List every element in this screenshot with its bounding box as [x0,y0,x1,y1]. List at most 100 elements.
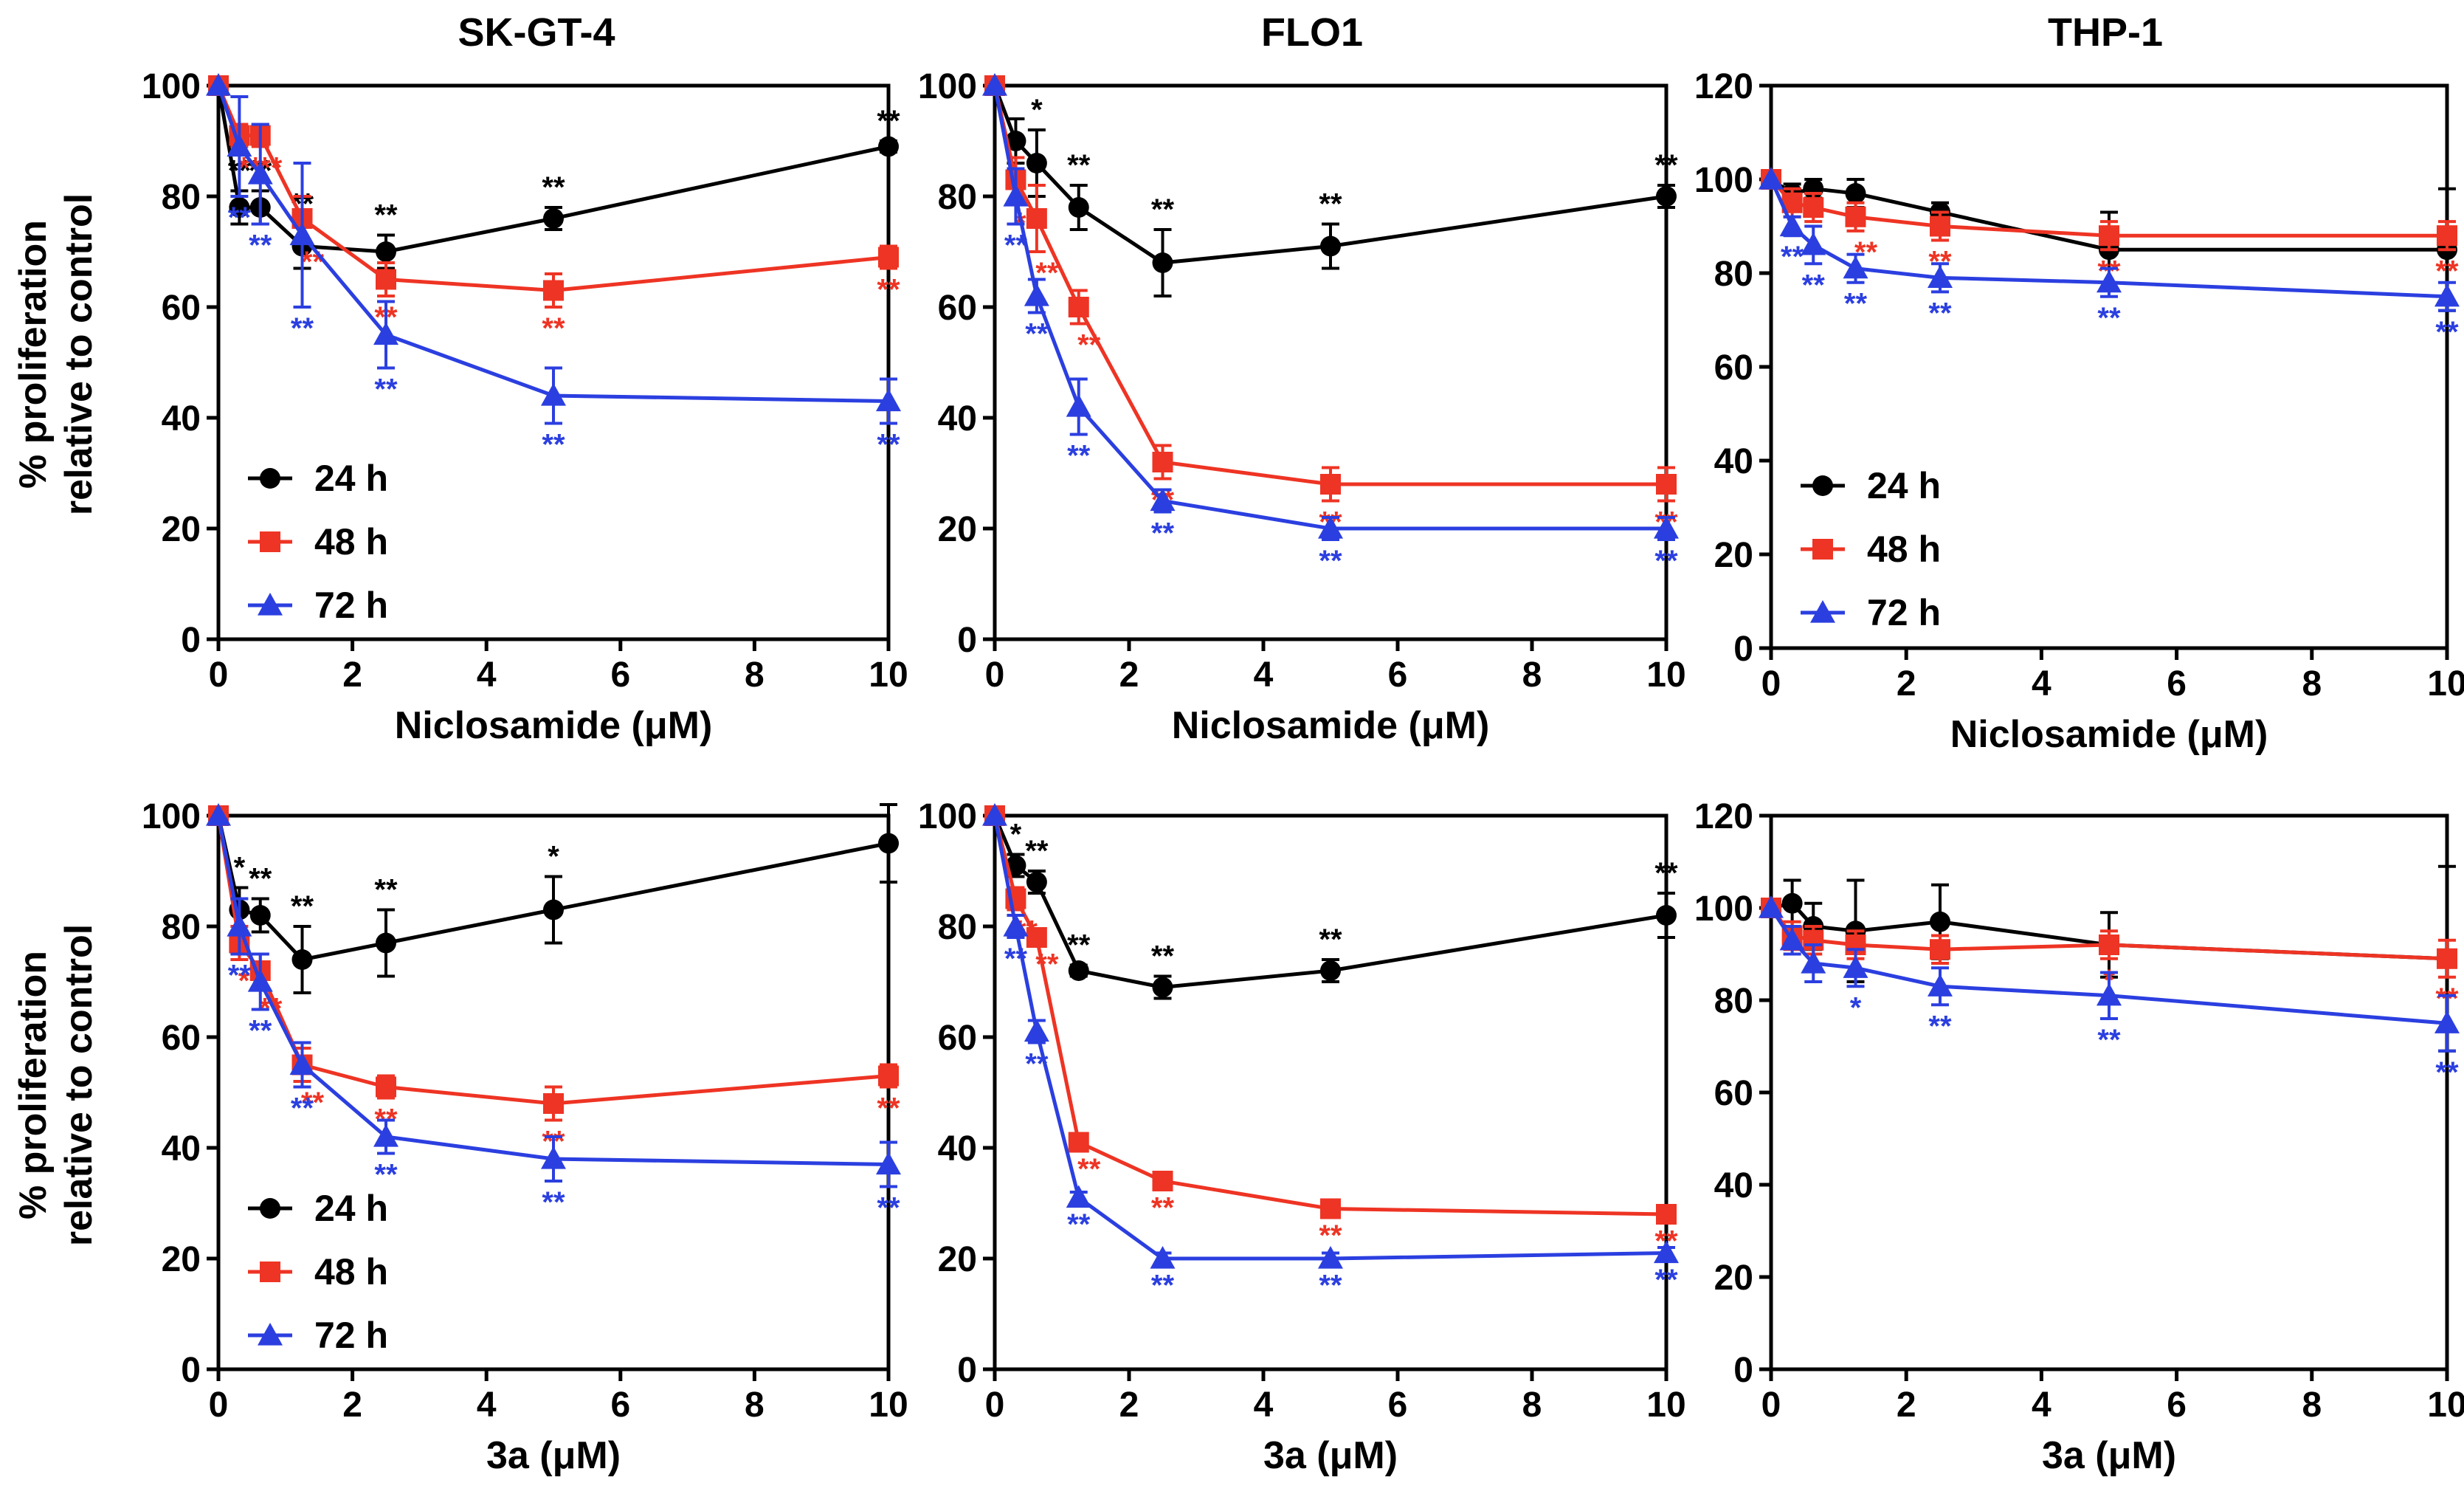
x-tick-label: 6 [610,1386,630,1425]
data-point [1843,955,1868,978]
significance-label: ** [1067,1208,1091,1241]
significance-label: ** [1025,1048,1049,1081]
data-point [1779,213,1805,237]
x-axis-label: Niclosamide (μM) [1950,713,2268,756]
data-point [1779,927,1805,951]
series-72h: *** **** [1759,895,2460,1089]
significance-label: ** [877,429,900,461]
y-tick-label: 100 [142,797,201,836]
data-point [1801,232,1826,255]
significance-label: ** [1035,949,1059,981]
plot-frame [993,813,1668,1371]
y-tick-label: 40 [162,1129,201,1168]
x-tick-label: 0 [1761,664,1781,703]
series-line [216,85,889,403]
data-point [1026,872,1047,892]
x-tick-label: 8 [2302,664,2322,703]
data-point [1003,184,1029,207]
data-point [543,1093,564,1114]
significance-label: ** [374,1159,398,1191]
data-point [291,949,313,970]
significance-label: ** [2097,302,2121,334]
data-point [878,1065,899,1087]
data-point [1759,895,1784,918]
significance-label: ** [1844,288,1868,320]
data-point [2437,948,2457,969]
legend-label: 24 h [314,1188,388,1229]
legend-marker [258,1323,283,1346]
data-point [1656,905,1677,926]
significance-label: ** [249,863,272,895]
significance-label: ** [542,1186,565,1219]
y-axis-label-bottom-line2: relative to control [58,924,100,1246]
data-point [373,1124,398,1147]
data-point [1024,1019,1049,1042]
data-point [2099,225,2119,247]
data-point [2437,225,2457,247]
y-tick-label: 100 [1694,161,1753,200]
y-tick-label: 20 [162,510,201,549]
data-point [1152,1171,1173,1191]
x-tick-label: 0 [209,1386,229,1425]
significance-label: ** [1067,440,1091,472]
legend-label: 48 h [314,1251,388,1293]
legend-label: 72 h [314,585,388,626]
data-point [876,1152,901,1175]
y-tick-label: 100 [918,67,977,106]
y-tick-label: 0 [957,1351,977,1390]
column-title-skgt4: SK-GT-4 [458,10,615,55]
legend-label: 24 h [1867,465,1941,506]
significance-label: ** [228,960,252,992]
series-line [993,815,1667,1261]
legend-marker [1810,600,1835,623]
data-point [1843,255,1868,279]
data-point [227,914,252,937]
significance-label: ** [2097,1024,2121,1056]
significance-label: ** [2435,316,2459,348]
data-point [1781,892,1803,914]
plot-frame [216,83,891,641]
y-tick-label: 40 [938,1129,977,1168]
significance-label: ** [1067,149,1091,182]
legend-marker [258,593,283,616]
data-point [1320,1198,1341,1219]
data-point [1930,216,1950,237]
data-point [1152,977,1173,998]
significance-label: ** [228,202,252,234]
significance-label: ** [877,1192,900,1225]
significance-label: ** [542,171,565,204]
y-tick-label: 20 [938,510,977,549]
data-point [878,136,899,157]
y-tick-label: 60 [162,1019,201,1058]
legend-label: 24 h [314,458,388,499]
y-tick-label: 60 [162,289,201,328]
series-24h: ***** ****** [984,805,1678,1000]
series-72h: ************ [982,73,1679,577]
y-tick-label: 0 [957,621,977,660]
data-point [1759,167,1784,190]
significance-label: ** [291,1092,314,1125]
x-tick-label: 6 [1388,1386,1408,1425]
data-point [1003,914,1029,937]
data-point [1801,951,1826,974]
significance-label: ** [1151,1192,1175,1225]
data-point [2434,1011,2460,1033]
significance-label: ** [374,374,398,406]
y-tick-label: 60 [938,289,977,328]
data-point [543,280,564,301]
data-point [541,1146,566,1169]
data-point [1026,208,1047,229]
y-tick-label: 80 [162,908,201,947]
data-point [1068,297,1089,317]
significance-label: ** [301,1087,325,1119]
significance-label: ** [249,230,272,262]
significance-label: ** [1654,1264,1678,1296]
significance-label: ** [1151,193,1175,226]
significance-label: ** [291,312,314,345]
y-tick-label: 20 [1714,536,1753,575]
x-tick-label: 10 [2427,1386,2464,1425]
significance-label: ** [1077,329,1101,362]
data-point [982,803,1007,826]
